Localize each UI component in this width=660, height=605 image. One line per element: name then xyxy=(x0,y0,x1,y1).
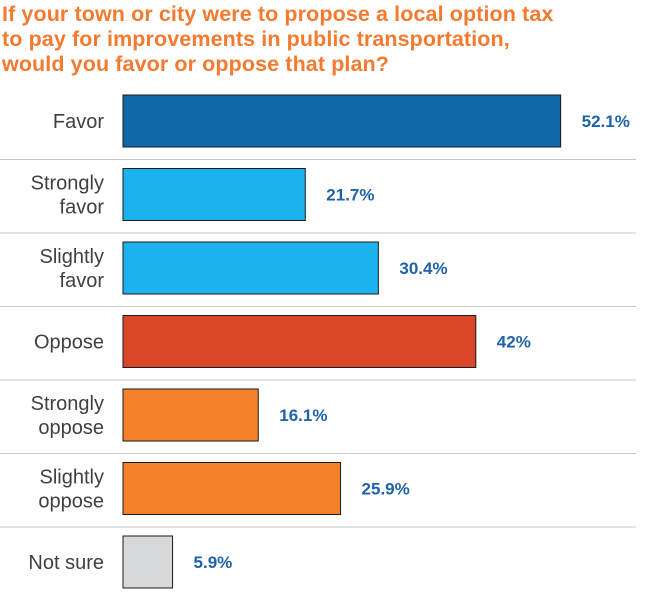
value-labels: 52.1% 21.7% 30.4% 42% 16.1% 25.9% 5.9% xyxy=(194,112,630,572)
bar xyxy=(122,388,259,442)
category-label: Slightly oppose xyxy=(38,467,104,513)
row-separators xyxy=(0,159,636,528)
value-label: 42% xyxy=(497,333,531,352)
chart-title: If your town or city were to propose a l… xyxy=(2,2,652,77)
category-label: Favor xyxy=(53,111,104,133)
value-label: 30.4% xyxy=(399,259,447,278)
category-label: Not sure xyxy=(28,552,104,574)
category-labels: Favor Strongly favor Slightly favor Oppose Str… xyxy=(28,111,104,574)
bar xyxy=(122,94,562,148)
bar xyxy=(122,315,477,368)
value-label: 16.1% xyxy=(279,406,327,425)
value-label: 21.7% xyxy=(326,186,374,205)
category-label: Strongly oppose xyxy=(31,393,104,439)
bar xyxy=(122,168,306,221)
value-label: 25.9% xyxy=(362,480,410,499)
bars xyxy=(122,94,562,589)
value-label: 5.9% xyxy=(194,553,233,572)
chart-title-line-2: to pay for improvements in public transp… xyxy=(2,27,510,51)
bar xyxy=(122,462,342,515)
category-label: Slightly favor xyxy=(40,246,105,292)
chart-title-line-1: If your town or city were to propose a l… xyxy=(2,2,554,26)
bar xyxy=(122,241,379,295)
chart-title-line-3: would you favor or oppose that plan? xyxy=(2,52,390,76)
bar xyxy=(122,535,174,589)
category-label: Strongly favor xyxy=(31,173,105,219)
value-label: 52.1% xyxy=(582,112,630,131)
category-label: Oppose xyxy=(34,332,104,354)
